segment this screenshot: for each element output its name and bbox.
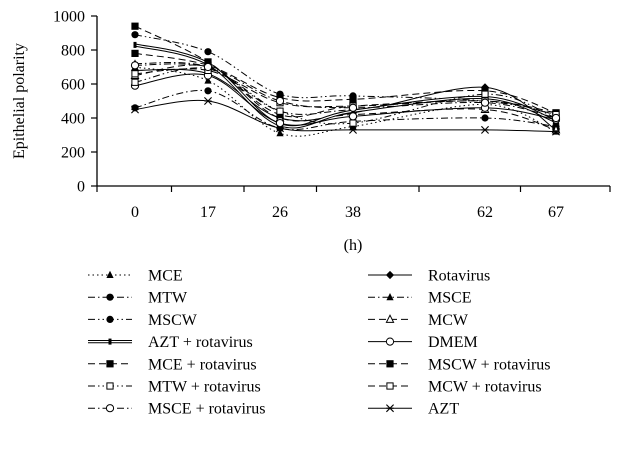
data-point bbox=[204, 87, 212, 95]
data-point bbox=[130, 61, 140, 70]
x-tick-label: 0 bbox=[131, 204, 139, 221]
y-tick-label: 0 bbox=[77, 179, 85, 196]
y-tick-label: 800 bbox=[61, 43, 85, 60]
legend-item: MSCW + rotavirus bbox=[368, 356, 551, 373]
y-axis-title: Epithelial polarity bbox=[11, 43, 28, 159]
legend-label: MCW bbox=[428, 312, 469, 329]
legend-swatch-marker bbox=[386, 360, 394, 368]
legend-label: MTW + rotavirus bbox=[148, 379, 261, 396]
legend-swatch-marker bbox=[385, 314, 395, 323]
legend-label: DMEM bbox=[428, 334, 478, 351]
legend-item: DMEM bbox=[368, 334, 478, 351]
legend-swatch-marker bbox=[386, 382, 394, 390]
data-point bbox=[131, 105, 139, 114]
series-12 bbox=[130, 61, 561, 123]
legend-item: MCW bbox=[368, 312, 469, 329]
data-point bbox=[349, 119, 357, 127]
data-point bbox=[551, 113, 561, 123]
x-tick-label: 62 bbox=[477, 204, 493, 221]
data-point bbox=[481, 90, 489, 98]
legend-item: AZT bbox=[368, 401, 459, 418]
legend-swatch-marker bbox=[105, 404, 115, 413]
data-point bbox=[133, 41, 137, 48]
data-point bbox=[131, 31, 139, 39]
legend-item: MSCE bbox=[368, 290, 472, 307]
data-point bbox=[204, 97, 212, 105]
data-point bbox=[276, 124, 284, 133]
data-point bbox=[203, 62, 213, 72]
x-tick-label: 67 bbox=[548, 204, 564, 221]
legend-item: MCW + rotavirus bbox=[368, 379, 542, 396]
legend-label: MTW bbox=[148, 290, 188, 307]
series-2 bbox=[131, 87, 560, 132]
legend-swatch-marker bbox=[108, 338, 112, 345]
legend-item: MTW + rotavirus bbox=[88, 379, 261, 396]
legend-item: Rotavirus bbox=[368, 268, 490, 285]
legend-label: MCE + rotavirus bbox=[148, 356, 257, 373]
series-lines bbox=[130, 22, 561, 137]
data-point bbox=[131, 104, 139, 112]
y-tick-label: 400 bbox=[61, 111, 85, 128]
y-tick-label: 600 bbox=[61, 77, 85, 94]
series-6 bbox=[133, 41, 558, 129]
series-line bbox=[134, 99, 557, 133]
axes: 0 200 400 600 800 1000 0 17 26 38 62 67 (h) Epithelia… bbox=[11, 9, 611, 254]
series-line bbox=[134, 63, 557, 119]
legend-label: Rotavirus bbox=[428, 268, 490, 285]
data-point bbox=[204, 48, 212, 56]
series-line bbox=[134, 34, 557, 116]
data-point bbox=[349, 95, 357, 103]
legend-item: AZT + rotavirus bbox=[88, 334, 253, 351]
data-point bbox=[552, 127, 560, 136]
x-tick-label: 38 bbox=[345, 204, 361, 221]
legend-swatch-marker bbox=[385, 337, 395, 346]
legend-swatch-marker bbox=[106, 270, 114, 278]
legend-label: AZT + rotavirus bbox=[148, 334, 253, 351]
data-point bbox=[131, 78, 139, 86]
legend-swatch-marker bbox=[385, 270, 395, 280]
legend-item: MTW bbox=[88, 290, 188, 307]
data-point bbox=[481, 125, 489, 134]
legend-label: MCW + rotavirus bbox=[428, 379, 542, 396]
x-tick-label: 26 bbox=[272, 204, 288, 221]
legend-item: MSCE + rotavirus bbox=[88, 401, 265, 418]
data-point bbox=[275, 119, 285, 128]
data-point bbox=[481, 114, 489, 122]
legend-swatch-marker bbox=[106, 315, 114, 323]
legend: MCE Rotavirus MTW MSCE MSCW MCW AZT + rotaviru… bbox=[88, 268, 551, 418]
legend-item: MCE + rotavirus bbox=[88, 356, 257, 373]
data-point bbox=[480, 98, 490, 107]
y-tick-label: 1000 bbox=[53, 9, 85, 26]
legend-label: MSCW bbox=[148, 312, 198, 329]
legend-label: MSCE bbox=[428, 290, 472, 307]
legend-swatch-marker bbox=[386, 293, 394, 301]
legend-item: MCE bbox=[88, 268, 183, 285]
data-point bbox=[131, 49, 139, 57]
legend-swatch-marker bbox=[106, 360, 114, 368]
legend-swatch-marker bbox=[106, 382, 114, 390]
data-point bbox=[276, 129, 284, 137]
series-line bbox=[134, 67, 557, 125]
data-point bbox=[348, 103, 358, 112]
series-13 bbox=[131, 97, 560, 136]
data-point bbox=[348, 112, 358, 121]
legend-label: AZT bbox=[428, 401, 459, 418]
data-point bbox=[276, 107, 284, 115]
data-point bbox=[204, 76, 212, 84]
y-tick-label: 200 bbox=[61, 145, 85, 162]
legend-swatch-marker bbox=[386, 404, 394, 413]
legend-swatch-marker bbox=[106, 293, 114, 301]
data-point bbox=[349, 125, 357, 134]
legend-item: MSCW bbox=[88, 312, 198, 329]
data-point bbox=[131, 22, 139, 30]
x-tick-label: 17 bbox=[200, 204, 216, 221]
data-point bbox=[131, 70, 139, 78]
series-line bbox=[134, 52, 557, 114]
x-axis-title: (h) bbox=[344, 237, 363, 254]
legend-label: MSCE + rotavirus bbox=[148, 401, 265, 418]
data-point bbox=[275, 96, 285, 106]
legend-label: MSCW + rotavirus bbox=[428, 356, 551, 373]
legend-label: MCE bbox=[148, 268, 183, 285]
